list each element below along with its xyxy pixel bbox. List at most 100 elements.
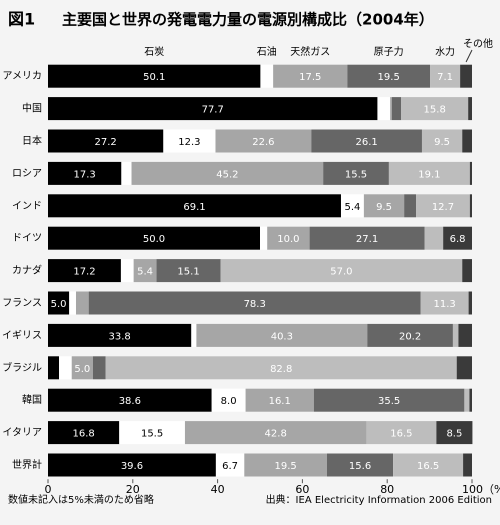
- bar-segment: [388, 161, 470, 185]
- bar-segment: [468, 97, 472, 121]
- bar-segment: [48, 97, 378, 121]
- bar-segment: [245, 388, 314, 412]
- x-tick-label: 40: [211, 483, 225, 496]
- legend-label: 原子力: [374, 45, 404, 58]
- y-tick-label: カナダ: [12, 264, 42, 277]
- value-label: 17.5: [299, 72, 321, 83]
- bar-segment: [48, 259, 121, 283]
- value-label: 69.1: [183, 202, 205, 213]
- bar-segment: [462, 259, 472, 283]
- value-label: 27.2: [95, 137, 117, 148]
- legend-label: 石油: [257, 45, 277, 58]
- bar-segment: [469, 388, 472, 412]
- source: 出典：IEA Electricity Information 2006 Edit…: [266, 493, 492, 506]
- bar-segment: [163, 129, 216, 153]
- value-label: 19.5: [378, 72, 400, 83]
- bar-segment: [311, 129, 422, 153]
- note: 数値未記入は5%未満のため省略: [8, 493, 154, 506]
- bar-segment: [367, 323, 453, 347]
- y-tick-label: フランス: [2, 297, 42, 309]
- bar-segment: [48, 323, 192, 347]
- value-label: 15.6: [349, 461, 371, 472]
- figure-label: 図1: [8, 10, 35, 29]
- bar-segment: [184, 421, 367, 445]
- bar-segment: [424, 226, 444, 250]
- bar-segment: [215, 129, 312, 153]
- y-tick-label: ドイツ: [12, 233, 42, 244]
- bar-segment: [469, 194, 472, 218]
- value-label: 27.1: [356, 234, 378, 245]
- bar-segment: [393, 453, 464, 477]
- value-label: 11.3: [434, 299, 456, 310]
- bar-segment: [468, 291, 472, 315]
- bar-segment: [131, 161, 324, 185]
- bar-segment: [71, 356, 93, 380]
- y-tick-label: ブラジル: [2, 361, 42, 374]
- bar-segment: [119, 421, 185, 445]
- bar-segment: [133, 259, 157, 283]
- value-label: 5.4: [137, 267, 153, 278]
- bar-segment: [340, 194, 364, 218]
- legend-leader: [465, 49, 473, 63]
- value-label: 16.5: [390, 429, 412, 440]
- bar-segment: [48, 291, 70, 315]
- y-tick-label: 中国: [22, 102, 42, 115]
- value-label: 16.1: [269, 396, 291, 407]
- value-label: 8.5: [446, 429, 462, 440]
- bar-segment: [309, 226, 425, 250]
- value-label: 82.8: [270, 364, 292, 375]
- bar-segment: [59, 356, 72, 380]
- value-label: 7.1: [437, 72, 453, 83]
- bar-segment: [48, 64, 261, 88]
- bar-segment: [464, 388, 470, 412]
- value-label: 22.6: [252, 137, 274, 148]
- bar-segment: [363, 194, 405, 218]
- bar-segment: [401, 97, 469, 121]
- bar-segment: [48, 421, 120, 445]
- value-label: 12.3: [178, 137, 200, 148]
- chart-title: 主要国と世界の発電電力量の電源別構成比（2004年）: [62, 11, 434, 29]
- value-label: 40.3: [271, 331, 293, 342]
- bar-segment: [105, 356, 457, 380]
- bar-segment: [156, 259, 221, 283]
- value-label: 45.2: [216, 169, 238, 180]
- bar-segment: [215, 453, 245, 477]
- bar-segment: [430, 64, 461, 88]
- value-label: 6.7: [222, 461, 238, 472]
- bar-segment: [366, 421, 437, 445]
- value-label: 5.0: [74, 364, 90, 375]
- value-label: 17.3: [74, 169, 96, 180]
- bar-segment: [48, 129, 164, 153]
- y-tick-label: 韓国: [22, 394, 42, 406]
- value-label: 9.5: [434, 137, 450, 148]
- y-tick-label: イギリス: [2, 329, 42, 341]
- bar-segment: [273, 64, 348, 88]
- value-label: 39.6: [121, 461, 143, 472]
- value-label: 6.8: [450, 234, 466, 245]
- x-tick-label: 60: [295, 483, 309, 496]
- value-label: 15.1: [177, 267, 199, 278]
- value-label: 15.5: [345, 169, 367, 180]
- value-label: 50.1: [143, 72, 165, 83]
- value-label: 9.5: [376, 202, 392, 213]
- bar-segment: [267, 226, 310, 250]
- bar-segment: [421, 129, 463, 153]
- value-label: 26.1: [356, 137, 378, 148]
- value-label: 5.0: [51, 299, 67, 310]
- value-label: 17.2: [73, 267, 95, 278]
- bar-segment: [75, 291, 89, 315]
- value-label: 19.1: [418, 169, 440, 180]
- bar-segment: [436, 421, 473, 445]
- bar-segment: [377, 97, 391, 121]
- bar-segment: [313, 388, 465, 412]
- bar-segment: [323, 161, 389, 185]
- bar-segment: [48, 388, 212, 412]
- bar-segment: [48, 194, 341, 218]
- value-label: 10.0: [277, 234, 299, 245]
- y-tick-label: 日本: [22, 134, 42, 147]
- bar-segment: [462, 129, 472, 153]
- x-tick-label: 100（%）: [462, 483, 500, 496]
- value-label: 15.8: [424, 105, 446, 116]
- bar-segment: [452, 323, 459, 347]
- bar-segment: [456, 356, 472, 380]
